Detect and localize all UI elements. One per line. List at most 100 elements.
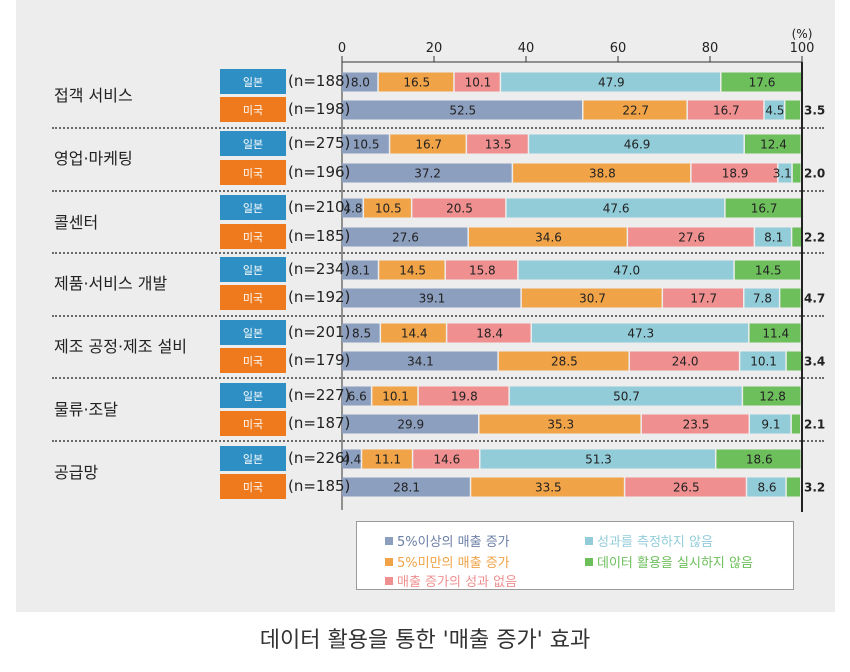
category-divider	[52, 252, 824, 254]
country-badge: 미국	[220, 348, 286, 373]
bar-segment	[342, 227, 468, 247]
unit-label: (%)	[792, 27, 813, 41]
bar-segment	[725, 198, 801, 218]
data-label: 38.8	[589, 167, 616, 181]
sample-size-label: (n=234)	[288, 260, 351, 278]
data-label: 3.1	[773, 167, 792, 181]
country-badge: 미국	[220, 160, 286, 185]
bar-segment	[413, 449, 479, 469]
country-badge: 일본	[220, 69, 286, 94]
bar-segment	[342, 134, 389, 154]
bar-segment	[362, 449, 412, 469]
data-label: 18.4	[476, 327, 503, 341]
legend-label-4: 데이터 활용을 실시하지 않음	[597, 556, 753, 571]
bar-segment	[691, 163, 778, 183]
bar-segment	[378, 72, 454, 92]
category-label: 공급망	[54, 463, 99, 482]
bar-segment	[792, 163, 801, 183]
bar-segment	[641, 414, 749, 434]
bar-segment	[778, 163, 792, 183]
legend-item-4: 데이터 활용을 실시하지 않음	[585, 552, 753, 571]
data-label: 16.5	[403, 76, 430, 90]
bar-segment	[454, 72, 500, 92]
category-divider	[52, 440, 824, 442]
sample-size-label: (n=201)	[288, 323, 351, 341]
bar-segment	[447, 323, 531, 343]
bar-segment	[521, 288, 662, 308]
bar-segment	[381, 323, 446, 343]
data-label: 8.1	[764, 231, 783, 245]
bar-segment	[372, 386, 418, 406]
data-label: 13.5	[485, 138, 512, 152]
data-label: 50.7	[613, 390, 640, 404]
data-label: 11.4	[762, 327, 789, 341]
bar-segment	[792, 227, 801, 247]
category-label: 접객 서비스	[54, 86, 133, 105]
data-label: 17.6	[749, 76, 776, 90]
data-label: 2.0	[804, 167, 825, 181]
country-badge: 일본	[220, 383, 286, 408]
data-label: 23.5	[683, 418, 710, 432]
bar-segment	[625, 477, 746, 497]
data-label: 47.3	[627, 327, 654, 341]
category-divider	[52, 377, 824, 379]
bar-segment	[734, 260, 801, 280]
sample-size-label: (n=188)	[288, 72, 351, 90]
bar-segment	[509, 386, 742, 406]
data-label: 39.1	[419, 292, 446, 306]
bar-segment	[468, 227, 627, 247]
sample-size-label: (n=226)	[288, 449, 351, 467]
bar-segment	[471, 477, 624, 497]
data-label: 14.4	[401, 327, 428, 341]
bar-segment	[342, 260, 378, 280]
country-badge: 미국	[220, 285, 286, 310]
data-label: 17.7	[690, 292, 717, 306]
legend-item-1: 5%미만의 매출 증가	[385, 552, 510, 571]
bar-segment	[749, 323, 801, 343]
legend-swatch-4	[585, 557, 593, 566]
country-badge: 미국	[220, 97, 286, 122]
x-tick-label-4: 80	[702, 41, 719, 56]
data-label: 8.5	[352, 327, 371, 341]
bar-segment	[480, 449, 715, 469]
data-label: 2.2	[804, 231, 825, 245]
data-label: 27.6	[678, 231, 705, 245]
bar-segment	[687, 100, 764, 120]
data-label: 27.6	[392, 231, 419, 245]
bar-segment	[342, 100, 582, 120]
data-label: 29.9	[397, 418, 424, 432]
bar-segment	[342, 414, 479, 434]
sample-size-label: (n=185)	[288, 477, 351, 495]
bar-segment	[342, 351, 498, 371]
data-label: 15.8	[469, 264, 496, 278]
data-label: 14.5	[755, 264, 782, 278]
category-divider	[52, 190, 824, 192]
bar-segment	[467, 134, 528, 154]
bar-segment	[445, 260, 518, 280]
legend-item-0: 5%이상의 매출 증가	[385, 531, 510, 550]
sample-size-label: (n=227)	[288, 386, 351, 404]
data-label: 6.6	[348, 390, 367, 404]
data-label: 22.7	[622, 104, 649, 118]
data-label: 8.6	[757, 481, 776, 495]
data-label: 46.9	[624, 138, 651, 152]
bar-segment	[750, 414, 791, 434]
data-label: 3.4	[804, 355, 825, 369]
legend-swatch-2	[385, 576, 393, 585]
data-label: 18.9	[722, 167, 749, 181]
bar-segment	[628, 227, 754, 247]
data-label: 10.1	[382, 390, 409, 404]
data-label: 3.2	[804, 481, 825, 495]
legend-item-2: 매출 증가의 성과 없음	[385, 571, 517, 590]
legend-swatch-1	[385, 557, 393, 566]
category-label: 물류·조달	[54, 400, 118, 419]
country-badge: 미국	[220, 224, 286, 249]
data-label: 16.7	[751, 202, 778, 216]
data-label: 9.1	[761, 418, 780, 432]
legend-swatch-3	[585, 536, 593, 545]
data-label: 8.1	[351, 264, 370, 278]
bar-segment	[755, 227, 791, 247]
x-tick-label-1: 20	[426, 41, 443, 56]
bar-segment	[740, 351, 786, 371]
data-label: 4.4	[342, 453, 361, 467]
